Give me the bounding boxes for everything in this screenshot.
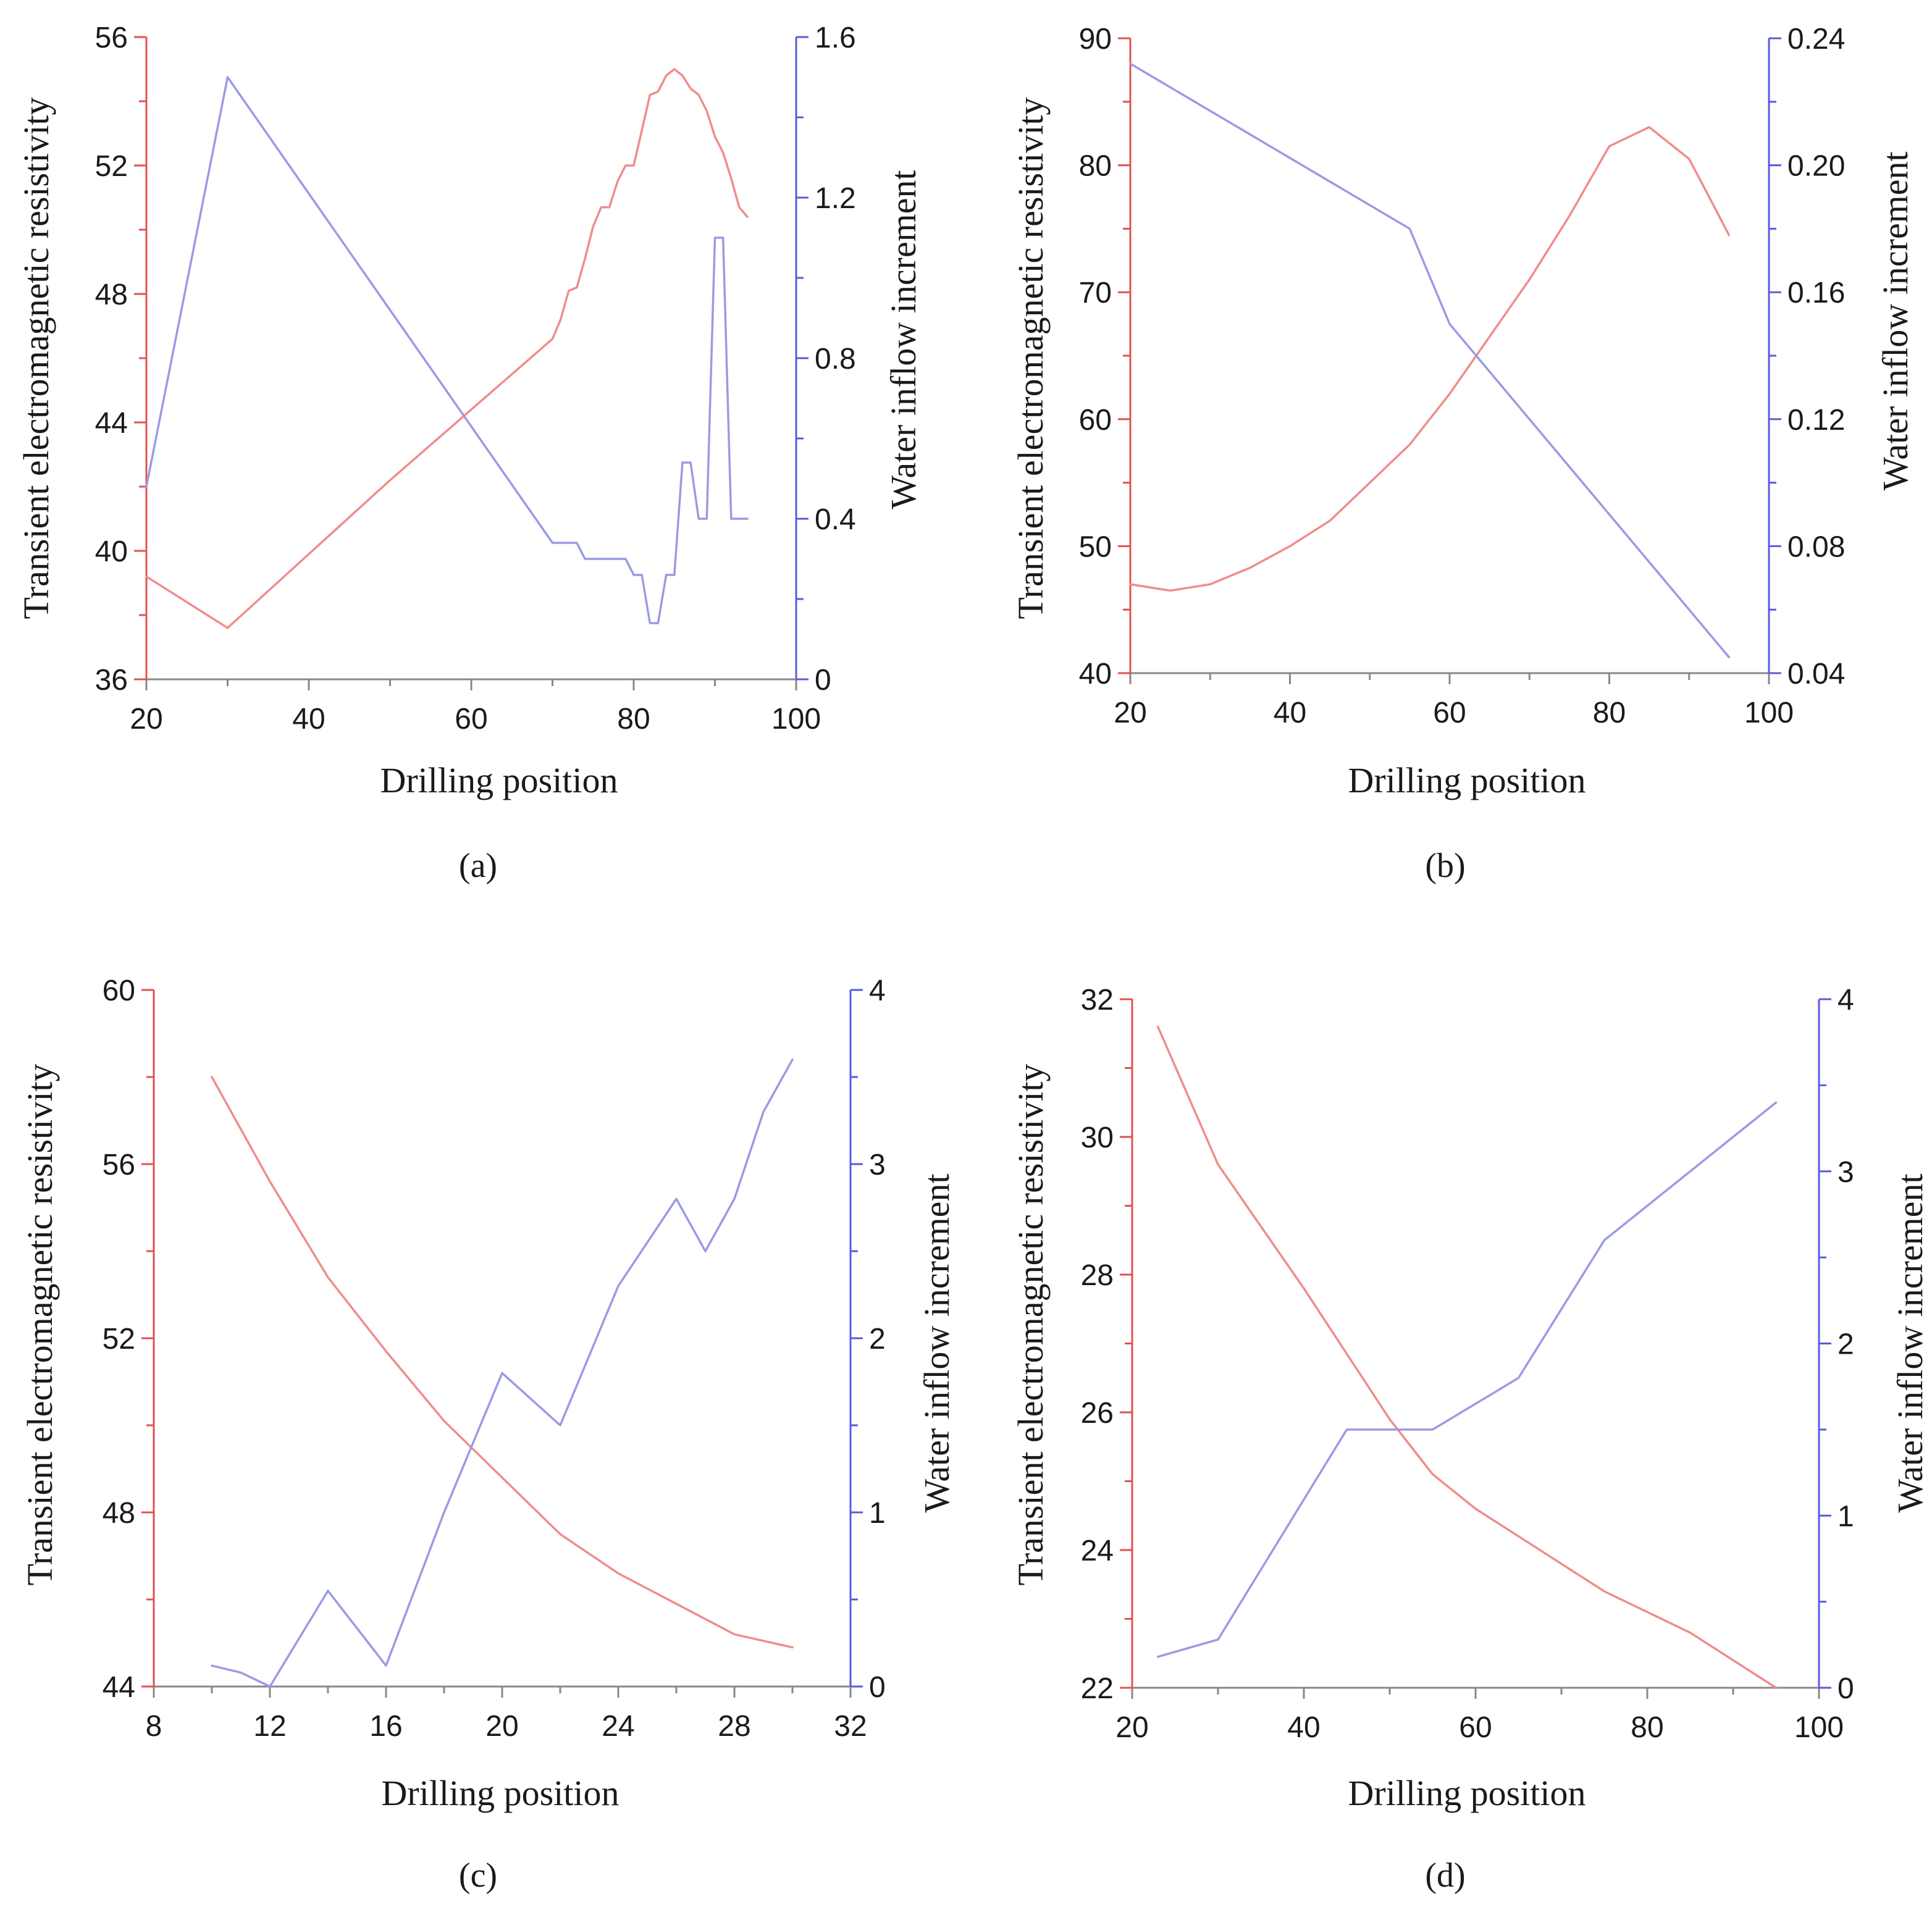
- panel-d-right-tick-label: 0: [1838, 1672, 1854, 1705]
- panel-a-right-tick-label: 0: [815, 664, 831, 697]
- panel-b-left-tick-label: 40: [1079, 658, 1112, 690]
- panel-c-x-tick-label: 24: [602, 1710, 634, 1743]
- panel-a-left-tick-label: 36: [95, 664, 128, 697]
- panel-b-left-tick-label: 50: [1079, 530, 1112, 563]
- panel-c-left-tick-label: 52: [103, 1323, 135, 1356]
- panel-b-label: (b): [1425, 847, 1465, 885]
- panel-b-left-tick-label: 80: [1079, 150, 1112, 183]
- panel-b-x-axis-title: Drilling position: [1348, 760, 1586, 800]
- panel-b: 20 40 60 80 1004050607080900.040.080.120.160…: [1079, 23, 1846, 729]
- panel-d-left-tick-label: 24: [1081, 1535, 1114, 1567]
- panel-b-right-tick-label: 0.12: [1787, 404, 1845, 437]
- panel-c-x-tick-label: 28: [718, 1710, 750, 1743]
- panel-a-x-tick-label: 60: [455, 703, 487, 736]
- panel-d-right-axis-title: Water inflow increment: [1890, 1173, 1930, 1512]
- panel-d-x-tick-label: 100: [1794, 1711, 1844, 1744]
- panel-d-x-tick-label: 20: [1115, 1711, 1148, 1744]
- panel-c-left-tick-label: 56: [103, 1149, 135, 1181]
- panel-d-water-inflow-series-line: [1156, 1101, 1778, 1658]
- panel-b-right-tick-label: 0.24: [1787, 23, 1845, 56]
- panel-b-right-axis-title: Water inflow increment: [1875, 151, 1915, 490]
- panel-a-x-tick-label: 20: [130, 703, 162, 736]
- panel-b-left-tick-label: 70: [1079, 277, 1112, 309]
- panel-a-left-tick-label: 40: [95, 535, 128, 568]
- panel-c-x-tick-label: 20: [485, 1710, 518, 1743]
- panel-d-x-tick-label: 80: [1631, 1711, 1663, 1744]
- panel-c-right-tick-label: 3: [869, 1149, 886, 1181]
- panel-b-right-tick-label: 0.04: [1787, 658, 1845, 690]
- panel-c-right-tick-label: 0: [869, 1671, 886, 1704]
- panel-a-x-axis-title: Drilling position: [380, 760, 618, 800]
- panel-a-label: (a): [459, 847, 497, 885]
- panel-d-left-tick-label: 32: [1081, 984, 1114, 1016]
- panel-a: 20 40 60 80 100 36 40 44 48 52 56 0 0.4 0.8 1.2 1.6: [95, 22, 856, 736]
- panel-d-right-tick-label: 2: [1838, 1328, 1854, 1361]
- panel-a-left-tick-label: 48: [95, 279, 128, 311]
- panel-a-right-tick-label: 0.4: [815, 503, 856, 536]
- panel-a-right-tick-label: 1.2: [815, 182, 856, 215]
- panel-c-left-tick-label: 48: [103, 1497, 135, 1530]
- panel-d: 20 40 60 80 100 22 24 26 28 30 32 0 1 2 3 4: [1081, 984, 1854, 1744]
- panel-c-right-tick-label: 2: [869, 1323, 886, 1356]
- panel-c-right-axis-title: Water inflow increment: [917, 1173, 957, 1512]
- panel-b-left-tick-label: 90: [1079, 23, 1112, 56]
- panel-c-water-inflow-series-line: [211, 1058, 794, 1688]
- panel-c-left-tick-label: 44: [103, 1671, 135, 1704]
- panel-c-x-tick-label: 8: [146, 1710, 162, 1743]
- panel-d-right-tick-label: 1: [1838, 1500, 1854, 1533]
- panel-b-x-tick-label: 80: [1593, 697, 1626, 729]
- panel-d-left-tick-label: 28: [1081, 1259, 1114, 1292]
- panel-c-left-axis-title: Transient electromagnetic resistivity: [20, 1063, 60, 1585]
- panel-a-left-tick-label: 52: [95, 150, 128, 183]
- panel-a-left-tick-label: 56: [95, 22, 128, 54]
- panel-c-x-tick-label: 16: [369, 1710, 402, 1743]
- panel-a-left-tick-label: 44: [95, 407, 128, 440]
- panel-d-left-axis-title: Transient electromagnetic resistivity: [1010, 1063, 1051, 1585]
- panel-c-x-axis-title: Drilling position: [381, 1773, 619, 1813]
- panel-a-right-tick-label: 0.8: [815, 343, 856, 375]
- panel-c-x-tick-label: 12: [253, 1710, 286, 1743]
- panel-d-resistivity-series-line: [1156, 1025, 1778, 1689]
- panel-d-x-axis-title: Drilling position: [1348, 1773, 1586, 1813]
- panel-a-x-tick-label: 80: [617, 703, 650, 736]
- panel-d-label: (d): [1425, 1856, 1465, 1895]
- panel-b-right-tick-label: 0.08: [1787, 530, 1845, 563]
- panel-a-left-axis-title: Transient electromagnetic resistivity: [16, 97, 56, 619]
- panel-b-right-tick-label: 0.20: [1787, 150, 1845, 183]
- panel-d-x-tick-label: 60: [1459, 1711, 1492, 1744]
- panel-c-x-tick-label: 32: [834, 1710, 867, 1743]
- panel-d-left-tick-label: 30: [1081, 1121, 1114, 1154]
- panel-a-x-tick-label: 100: [771, 703, 821, 736]
- panel-c-right-tick-label: 1: [869, 1497, 886, 1530]
- panel-c-resistivity-series-line: [211, 1076, 794, 1649]
- panel-b-left-tick-label: 60: [1079, 404, 1112, 437]
- panel-d-right-tick-label: 3: [1838, 1156, 1854, 1189]
- panel-d-left-tick-label: 22: [1081, 1672, 1114, 1705]
- panel-b-x-tick-label: 40: [1274, 697, 1306, 729]
- panel-b-left-axis-title: Transient electromagnetic resistivity: [1010, 97, 1051, 619]
- panel-c-right-tick-label: 4: [869, 974, 886, 1007]
- panel-c-left-tick-label: 60: [103, 974, 135, 1007]
- panel-d-left-tick-label: 26: [1081, 1397, 1114, 1430]
- panel-a-right-axis-title: Water inflow increment: [883, 170, 923, 509]
- panel-a-x-tick-label: 40: [292, 703, 325, 736]
- panel-d-right-tick-label: 4: [1838, 984, 1854, 1016]
- panel-d-x-tick-label: 40: [1287, 1711, 1320, 1744]
- panel-b-right-tick-label: 0.16: [1787, 277, 1845, 309]
- panel-b-x-tick-label: 60: [1433, 697, 1466, 729]
- panel-b-water-inflow-series-line: [1129, 62, 1731, 659]
- panel-b-resistivity-series-line: [1129, 126, 1731, 592]
- panel-b-x-tick-label: 20: [1114, 697, 1146, 729]
- panel-b-x-tick-label: 100: [1744, 697, 1794, 729]
- panel-a-right-tick-label: 1.6: [815, 22, 856, 54]
- panel-c-label: (c): [459, 1856, 497, 1895]
- panel-a-resistivity-series-line: [145, 68, 749, 629]
- panel-a-water-inflow-series-line: [145, 76, 749, 624]
